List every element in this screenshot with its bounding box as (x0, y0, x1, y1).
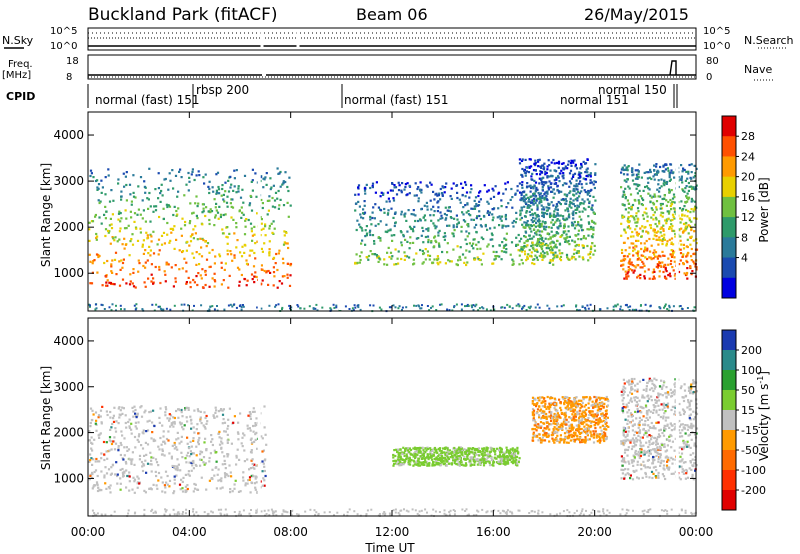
velocity-colorbar-tick: 100 (741, 364, 762, 377)
x-axis-label: Time UT (364, 541, 415, 554)
nsky-panel: N.Sky 10^5 10^0 10^5 10^0 N.Search (2, 26, 794, 52)
x-tick-label: 16:00 (476, 525, 511, 539)
freq-panel: Freq. [MHz] 18 8 80 0 Nave (2, 54, 774, 83)
cpid-segment-2: rbsp 200 (196, 83, 249, 97)
power-colorbar-tick: 20 (741, 171, 755, 184)
velocity-colorbar-swatch (722, 330, 736, 351)
power-colorbar-tick: 8 (741, 231, 748, 244)
power-y-tick-label: 2000 (53, 220, 84, 234)
power-colorbar-swatch (722, 217, 736, 238)
cpid-panel: CPID normal (fast) 151 rbsp 200 normal (… (6, 83, 678, 108)
power-colorbar-swatch (722, 116, 736, 137)
power-colorbar-tick: 24 (741, 150, 755, 163)
nave-tick-low: 0 (706, 72, 712, 83)
x-tick-label: 04:00 (172, 525, 207, 539)
velocity-colorbar-tick: -200 (741, 484, 766, 497)
power-colorbar-tick: 4 (741, 252, 748, 265)
velocity-colorbar-swatch (722, 410, 736, 431)
velocity-colorbar-swatch (722, 470, 736, 491)
velocity-colorbar-swatch (722, 370, 736, 391)
power-colorbar-swatch (722, 257, 736, 279)
power-colorbar-swatch (722, 196, 736, 218)
velocity-y-axis-label: Slant Range [km] (39, 366, 53, 470)
nsky-label: N.Sky (2, 34, 34, 47)
freq-label-bottom: [MHz] (2, 70, 31, 81)
velocity-colorbar-swatch (722, 490, 736, 511)
x-tick-label: 08:00 (273, 525, 308, 539)
cpid-segment-1: normal (fast) 151 (95, 93, 199, 107)
velocity-y-tick-label: 2000 (53, 426, 84, 440)
x-tick-label: 20:00 (577, 525, 612, 539)
power-colorbar-swatch (722, 237, 736, 259)
velocity-data (88, 319, 699, 517)
power-colorbar-tick: 16 (741, 191, 755, 204)
velocity-colorbar-tick: -100 (741, 464, 766, 477)
x-tick-label: 12:00 (375, 525, 410, 539)
freq-tick-low: 8 (66, 72, 72, 83)
power-colorbar-swatch (722, 277, 736, 299)
velocity-colorbar-swatch (722, 450, 736, 471)
nave-label: Nave (744, 63, 772, 76)
velocity-y-axis: 1000 2000 3000 4000 (53, 334, 696, 485)
velocity-colorbar-tick: 200 (741, 344, 762, 357)
velocity-colorbar-label: Velocity [m s-1] (756, 371, 771, 461)
time-x-axis: 00:00 04:00 08:00 12:00 16:00 20:00 00:00 (71, 112, 714, 539)
power-data (88, 113, 699, 313)
power-y-tick-label: 3000 (53, 174, 84, 188)
velocity-y-tick-label: 4000 (53, 334, 84, 348)
power-y-axis-label: Slant Range [km] (39, 163, 53, 267)
beam-label: Beam 06 (356, 5, 428, 24)
date-label: 26/May/2015 (584, 5, 689, 24)
power-colorbar-tick: 28 (741, 130, 755, 143)
nave-tick-high: 80 (706, 56, 719, 67)
velocity-y-tick-label: 1000 (53, 471, 84, 485)
nsky-tick-low: 10^0 (50, 41, 77, 52)
velocity-colorbar-tick: -50 (741, 444, 759, 457)
power-panel: 1000 2000 3000 4000 Slant Range [km] 28 24 20… (39, 111, 771, 313)
velocity-colorbar-tick: -15 (741, 424, 759, 437)
cpid-segment-4: normal 150 (598, 83, 667, 97)
velocity-colorbar-swatch (722, 430, 736, 451)
velocity-colorbar-tick: 50 (741, 384, 755, 397)
nsearch-tick-high: 10^5 (703, 26, 730, 37)
power-colorbar-label: Power [dB] (757, 177, 771, 242)
velocity-colorbar: 200 100 50 15 -15 -50 -100 -200 (721, 329, 766, 511)
station-title: Buckland Park (fitACF) (88, 5, 278, 25)
nsearch-tick-low: 10^0 (703, 41, 730, 52)
nsky-tick-high: 10^5 (50, 26, 77, 37)
power-colorbar-swatch (722, 156, 736, 178)
velocity-y-tick-label: 3000 (53, 380, 84, 394)
power-colorbar: 28 24 20 16 12 8 4 (721, 115, 755, 299)
freq-label-top: Freq. (8, 59, 33, 70)
power-y-tick-label: 4000 (53, 128, 84, 142)
cpid-segment-3: normal (fast) 151 (344, 93, 448, 107)
power-colorbar-tick: 12 (741, 211, 755, 224)
x-tick-label: 00:00 (71, 525, 106, 539)
power-y-axis: 1000 2000 3000 4000 (53, 128, 696, 280)
cpid-segment-5: normal 151 (560, 93, 629, 107)
x-tick-label: 00:00 (679, 525, 714, 539)
cpid-label: CPID (6, 90, 35, 103)
velocity-colorbar-swatch (722, 390, 736, 411)
velocity-colorbar-tick: 15 (741, 404, 755, 417)
velocity-colorbar-swatch (722, 350, 736, 371)
freq-tick-high: 18 (66, 56, 79, 67)
power-colorbar-swatch (722, 176, 736, 198)
velocity-panel: 1000 2000 3000 4000 Slant Range [km] 200 100… (39, 317, 771, 517)
power-colorbar-swatch (722, 136, 736, 157)
nsearch-label: N.Search (744, 34, 794, 47)
power-y-tick-label: 1000 (53, 266, 84, 280)
